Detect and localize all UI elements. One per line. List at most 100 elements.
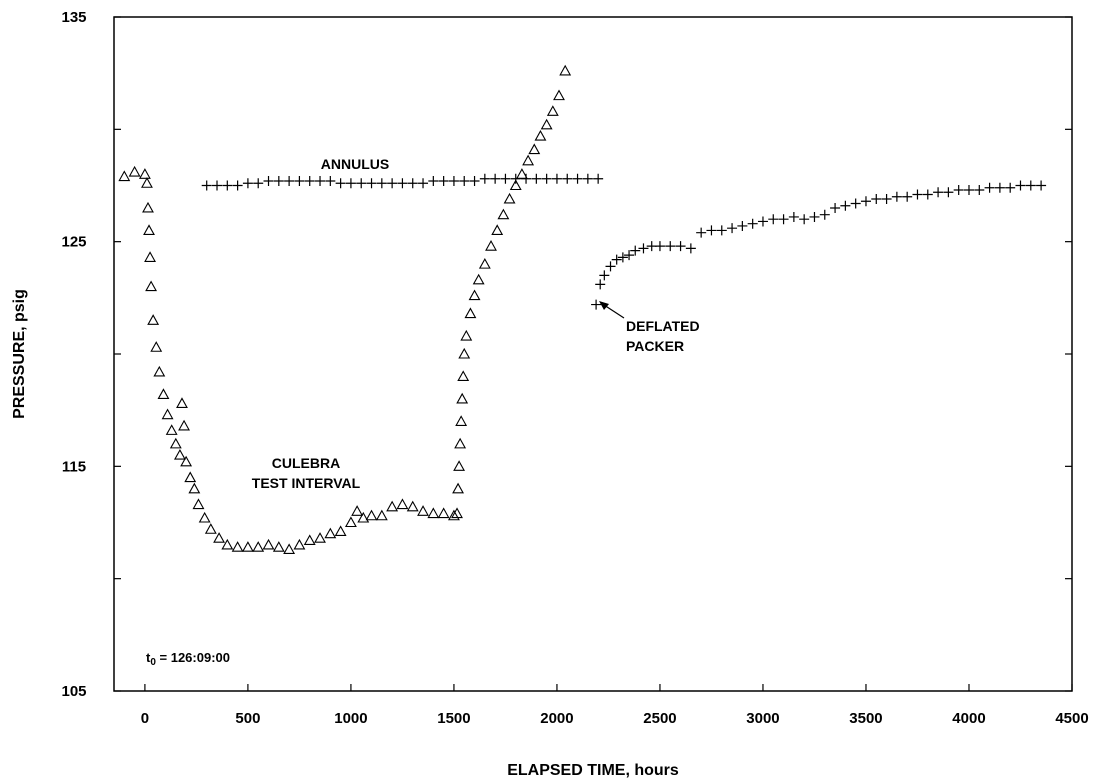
annotation-test-interval: TEST INTERVAL bbox=[252, 475, 361, 491]
x-tick-label: 3000 bbox=[746, 710, 779, 727]
x-tick-label: 0 bbox=[141, 710, 149, 727]
triangle-point bbox=[118, 170, 131, 182]
plus-point bbox=[356, 178, 367, 189]
triangle-point bbox=[262, 538, 275, 550]
x-tick-label: 4000 bbox=[952, 710, 985, 727]
plus-point bbox=[397, 178, 408, 189]
plus-point bbox=[510, 173, 521, 184]
triangle-point bbox=[169, 437, 182, 449]
x-tick-label: 2500 bbox=[643, 710, 676, 727]
plus-point bbox=[521, 173, 532, 184]
plus-point bbox=[778, 214, 789, 225]
triangle-point bbox=[143, 224, 155, 235]
triangle-point bbox=[452, 482, 464, 494]
plus-point bbox=[232, 180, 243, 191]
triangle-point bbox=[141, 177, 153, 188]
triangle-point bbox=[184, 471, 197, 483]
y-tick-label: 125 bbox=[61, 234, 86, 251]
annotation-annulus: ANNULUS bbox=[321, 156, 389, 172]
plus-point bbox=[891, 191, 902, 202]
triangle-point bbox=[324, 527, 337, 539]
plus-point bbox=[638, 243, 649, 254]
plus-point bbox=[706, 225, 717, 236]
plus-point bbox=[617, 252, 628, 263]
x-tick-label: 500 bbox=[235, 710, 260, 727]
plus-point bbox=[747, 218, 758, 229]
plus-point bbox=[1025, 180, 1036, 191]
plus-point bbox=[479, 173, 490, 184]
plus-point bbox=[768, 214, 779, 225]
triangle-point bbox=[468, 289, 481, 301]
t0-label: t0 = 126:09:00 bbox=[146, 650, 230, 668]
triangle-point bbox=[192, 498, 205, 510]
plus-point bbox=[871, 193, 882, 204]
plus-point bbox=[572, 173, 583, 184]
triangle-point bbox=[365, 509, 378, 521]
annotation-deflated: DEFLATED bbox=[626, 318, 700, 334]
y-tick-label: 105 bbox=[61, 683, 86, 700]
plus-point bbox=[933, 187, 944, 198]
plus-point bbox=[1005, 182, 1016, 193]
plus-point bbox=[490, 173, 501, 184]
plus-point bbox=[737, 220, 748, 231]
triangle-point bbox=[491, 224, 504, 235]
plus-point bbox=[376, 178, 387, 189]
plus-point bbox=[273, 176, 284, 187]
plus-point bbox=[325, 176, 336, 187]
x-tick-label: 3500 bbox=[849, 710, 882, 727]
triangle-point bbox=[293, 538, 306, 550]
triangle-point bbox=[180, 455, 193, 467]
triangle-point bbox=[546, 105, 559, 116]
plus-point bbox=[304, 176, 315, 187]
plus-point bbox=[599, 270, 610, 281]
plus-point bbox=[922, 189, 933, 200]
plus-point bbox=[984, 182, 995, 193]
y-tick-label: 115 bbox=[62, 458, 86, 475]
triangle-point bbox=[176, 397, 188, 408]
triangle-point bbox=[406, 500, 419, 512]
plus-point bbox=[685, 243, 696, 254]
plus-point bbox=[974, 184, 985, 195]
plus-point bbox=[541, 173, 552, 184]
t0-value: = 126:09:00 bbox=[156, 650, 230, 665]
plus-point bbox=[716, 225, 727, 236]
triangle-point bbox=[165, 424, 178, 435]
plus-point bbox=[953, 184, 964, 195]
plus-point bbox=[335, 178, 346, 189]
y-tick-label: 135 bbox=[61, 9, 86, 26]
plus-point bbox=[366, 178, 377, 189]
plus-point bbox=[902, 191, 913, 202]
plus-point bbox=[591, 299, 602, 310]
triangle-point bbox=[142, 201, 154, 213]
plus-point bbox=[963, 184, 974, 195]
plus-point bbox=[242, 178, 253, 189]
triangle-point bbox=[437, 507, 450, 519]
triangle-point bbox=[528, 143, 541, 155]
x-axis-label: ELAPSED TIME, hours bbox=[507, 762, 679, 779]
plus-point bbox=[551, 173, 562, 184]
plus-point bbox=[448, 176, 459, 187]
triangle-point bbox=[509, 179, 522, 191]
triangle-point bbox=[534, 129, 547, 141]
plus-point bbox=[850, 198, 861, 209]
triangle-point bbox=[161, 408, 174, 420]
plus-point bbox=[675, 241, 686, 252]
plus-point bbox=[407, 178, 418, 189]
triangle-point bbox=[231, 541, 244, 552]
plus-point bbox=[605, 261, 616, 272]
plus-point bbox=[809, 211, 820, 222]
plus-point bbox=[727, 223, 738, 234]
x-tick-label: 2000 bbox=[540, 710, 573, 727]
plus-point bbox=[881, 193, 892, 204]
plus-point bbox=[1015, 180, 1026, 191]
plus-point bbox=[654, 241, 665, 252]
plus-point bbox=[1036, 180, 1047, 191]
plus-point bbox=[469, 176, 480, 187]
plus-point bbox=[201, 180, 212, 191]
triangle-point bbox=[198, 511, 211, 523]
triangle-point bbox=[153, 365, 166, 377]
triangle-point bbox=[386, 500, 399, 512]
x-tick-label: 1500 bbox=[437, 710, 470, 727]
x-tick-label: 1000 bbox=[334, 710, 367, 727]
